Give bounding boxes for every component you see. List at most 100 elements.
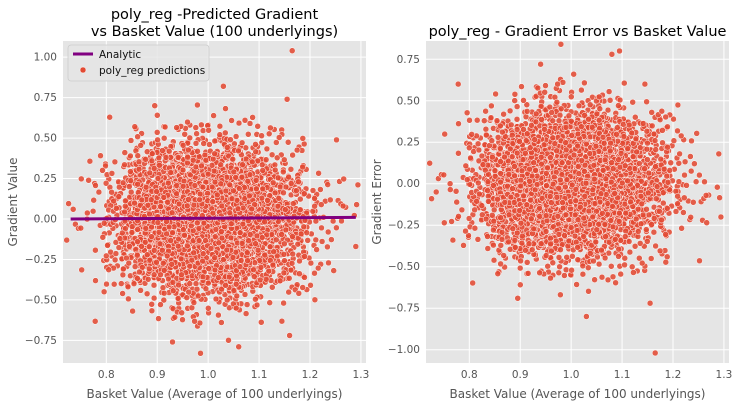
data-point bbox=[227, 182, 233, 188]
data-point bbox=[286, 275, 292, 281]
data-point bbox=[126, 260, 132, 266]
data-point bbox=[224, 297, 230, 303]
data-point bbox=[300, 164, 306, 170]
data-point bbox=[184, 295, 190, 301]
data-point bbox=[296, 271, 302, 277]
data-point bbox=[270, 262, 276, 268]
data-point bbox=[211, 168, 217, 174]
data-point bbox=[107, 114, 113, 120]
data-point bbox=[231, 288, 237, 294]
data-point bbox=[327, 197, 333, 203]
data-point bbox=[223, 282, 229, 288]
data-point bbox=[253, 241, 259, 247]
data-point bbox=[277, 184, 283, 190]
data-point bbox=[302, 274, 308, 280]
data-point bbox=[143, 226, 149, 232]
data-point bbox=[203, 157, 209, 163]
data-point bbox=[254, 302, 260, 308]
data-point bbox=[149, 224, 155, 230]
data-point bbox=[151, 247, 157, 253]
data-point bbox=[96, 189, 102, 195]
data-point bbox=[156, 162, 162, 168]
data-point bbox=[138, 287, 144, 293]
data-point bbox=[149, 308, 155, 314]
data-point bbox=[136, 159, 142, 165]
data-point bbox=[188, 223, 194, 229]
data-point bbox=[106, 267, 112, 273]
data-point bbox=[334, 137, 340, 143]
data-point bbox=[174, 191, 180, 197]
data-point bbox=[135, 134, 141, 140]
data-point bbox=[79, 267, 85, 273]
data-point bbox=[265, 197, 271, 203]
data-point bbox=[260, 168, 266, 174]
data-point bbox=[149, 234, 155, 240]
data-point bbox=[212, 267, 218, 273]
data-point bbox=[138, 142, 144, 148]
data-point bbox=[112, 257, 118, 263]
data-point bbox=[174, 183, 180, 189]
data-point bbox=[184, 160, 190, 166]
data-point bbox=[244, 250, 250, 256]
data-point bbox=[195, 148, 201, 154]
data-point bbox=[116, 194, 122, 200]
data-point bbox=[246, 238, 252, 244]
data-point bbox=[191, 202, 197, 208]
data-point bbox=[129, 224, 135, 230]
data-point bbox=[290, 152, 296, 158]
data-point bbox=[236, 186, 242, 192]
data-point bbox=[151, 282, 157, 288]
data-point bbox=[100, 234, 106, 240]
data-point bbox=[312, 297, 318, 303]
data-point bbox=[193, 140, 199, 146]
data-point bbox=[233, 281, 239, 287]
data-point bbox=[135, 153, 141, 159]
data-point bbox=[228, 221, 234, 227]
data-point bbox=[210, 210, 216, 216]
data-point bbox=[275, 203, 281, 209]
data-point bbox=[286, 174, 292, 180]
data-point bbox=[213, 226, 219, 232]
data-point bbox=[93, 278, 99, 284]
data-point bbox=[159, 148, 165, 154]
data-point bbox=[312, 270, 318, 276]
data-point bbox=[235, 206, 241, 212]
data-point bbox=[273, 140, 279, 146]
data-point bbox=[98, 153, 104, 159]
data-point bbox=[233, 305, 239, 311]
data-point bbox=[318, 202, 324, 208]
data-point bbox=[192, 318, 198, 324]
data-point bbox=[263, 276, 269, 282]
data-point bbox=[286, 289, 292, 295]
data-point bbox=[253, 141, 259, 147]
data-point bbox=[253, 149, 259, 155]
data-point bbox=[180, 317, 186, 323]
data-point bbox=[304, 230, 310, 236]
data-point bbox=[154, 259, 160, 265]
data-point bbox=[223, 188, 229, 194]
data-point bbox=[170, 230, 176, 236]
data-point bbox=[315, 265, 321, 271]
data-point bbox=[289, 260, 295, 266]
data-point bbox=[185, 154, 191, 160]
data-point bbox=[308, 260, 314, 266]
data-point bbox=[325, 229, 331, 235]
data-point bbox=[91, 197, 97, 203]
data-point bbox=[122, 162, 128, 168]
data-point bbox=[228, 137, 234, 143]
data-point bbox=[250, 114, 256, 120]
data-point bbox=[159, 247, 165, 253]
data-point bbox=[143, 156, 149, 162]
data-point bbox=[218, 320, 224, 326]
data-point bbox=[324, 244, 330, 250]
data-point bbox=[312, 203, 318, 209]
data-point bbox=[228, 235, 234, 241]
data-point bbox=[222, 130, 228, 136]
data-point bbox=[200, 184, 206, 190]
data-point bbox=[231, 169, 237, 175]
data-point bbox=[290, 251, 296, 257]
data-point bbox=[149, 151, 155, 157]
data-point bbox=[271, 249, 277, 255]
data-point bbox=[185, 119, 191, 125]
data-point bbox=[78, 176, 84, 182]
